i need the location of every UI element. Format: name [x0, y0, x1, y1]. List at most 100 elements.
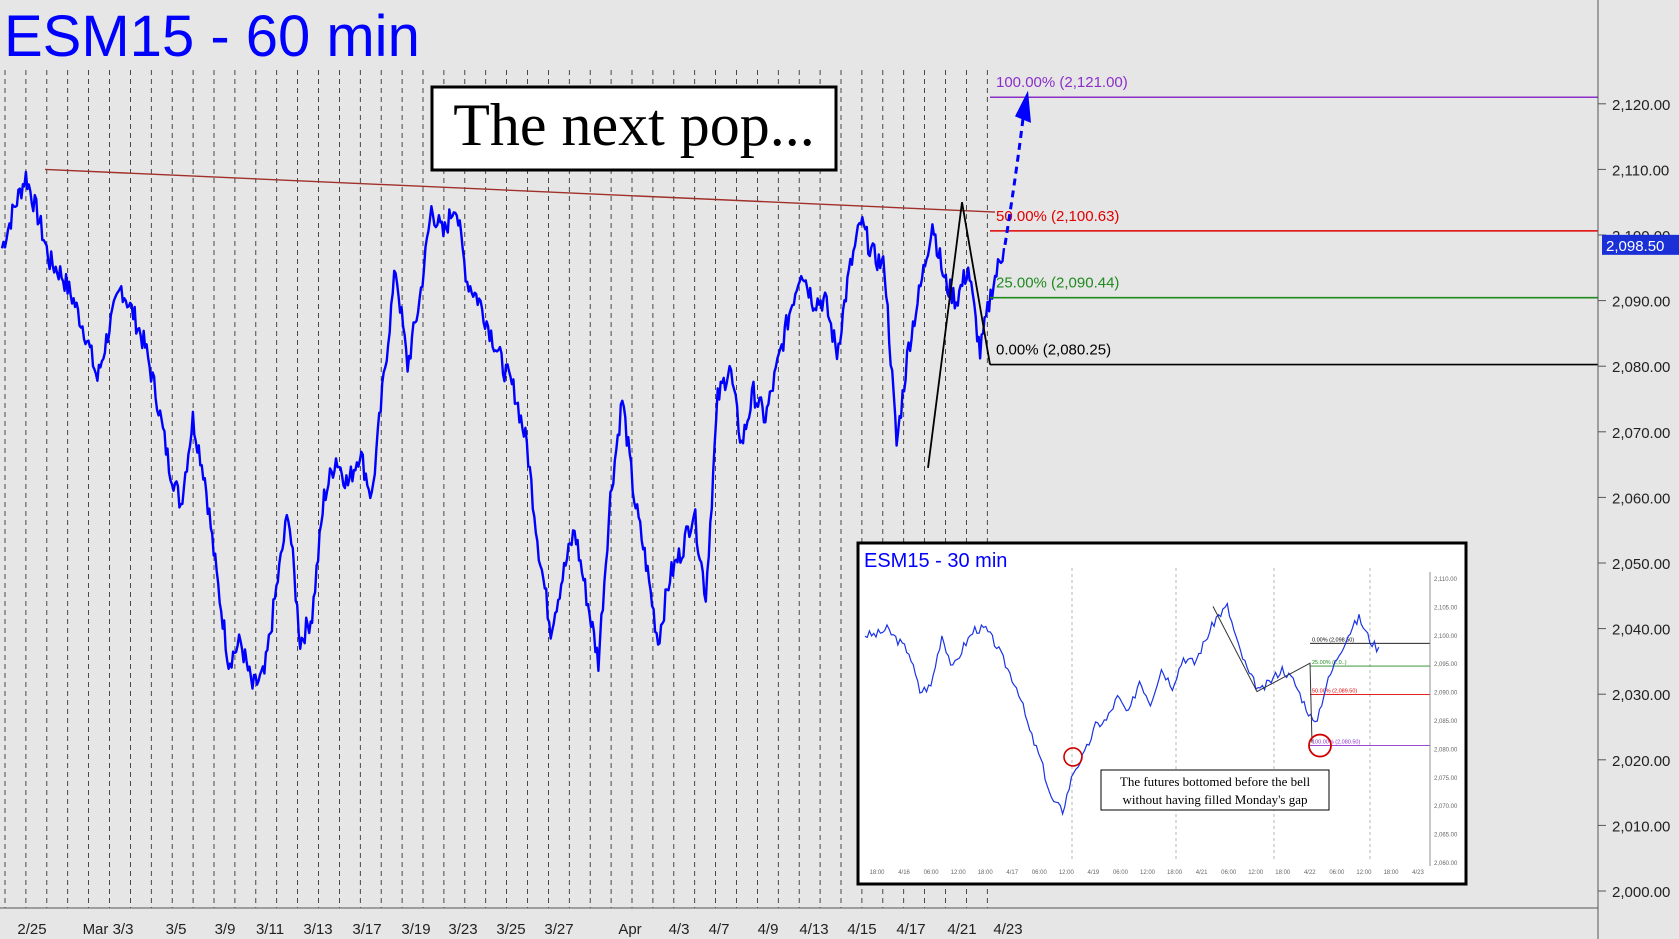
fib-level-label: 50.00% (2,100.63): [996, 208, 1119, 225]
fib-level-label: 100.00% (2,121.00): [996, 74, 1128, 91]
y-tick-label: 2,040.00: [1612, 622, 1670, 639]
inset-x-label: 18:00: [978, 870, 994, 876]
x-tick-label: 4/17: [896, 921, 925, 938]
inset-y-label: 2,100.00: [1434, 634, 1458, 640]
x-tick-label: 4/9: [758, 921, 779, 938]
price-series-line: [0, 170, 1006, 690]
inset-x-label: 4/17: [1006, 870, 1018, 876]
y-tick-label: 2,000.00: [1612, 884, 1670, 901]
inset-y-label: 2,075.00: [1434, 776, 1458, 782]
x-tick-label: Apr: [618, 921, 641, 938]
inset-x-label: 06:00: [924, 870, 940, 876]
inset-gap-circle: [1308, 733, 1332, 758]
x-tick-label: 3/13: [303, 921, 332, 938]
y-tick-label: 2,010.00: [1612, 818, 1670, 835]
x-tick-label: 3/5: [166, 921, 187, 938]
inset-y-label: 2,070.00: [1434, 804, 1458, 810]
x-tick-label: 3/23: [448, 921, 477, 938]
trendline-group: [44, 168, 996, 213]
inset-y-label: 2,095.00: [1434, 662, 1458, 668]
x-tick-label: 3/9: [215, 921, 236, 938]
x-tick-label: 4/13: [799, 921, 828, 938]
x-axis-group: 2/25 Mar 3/3 3/5 3/9 3/11 3/13 3/17 3/19 3/23 3/2…: [0, 907, 1598, 938]
y-tick-label: 2,120.00: [1612, 97, 1670, 114]
y-tick-label: 2,090.00: [1612, 294, 1670, 311]
inset-x-label: 12:00: [1356, 870, 1372, 876]
inset-series-group: [864, 601, 1380, 817]
inset-x-label: 06:00: [1032, 870, 1048, 876]
inset-y-label: 2,080.00: [1434, 747, 1458, 753]
inset-x-label: 12:00: [1248, 870, 1264, 876]
y-tick-label: 2,030.00: [1612, 687, 1670, 704]
inset-x-label: 06:00: [1329, 870, 1345, 876]
y-tick-label: 2,050.00: [1612, 556, 1670, 573]
inset-y-label: 2,060.00: [1434, 861, 1458, 867]
chart-title: ESM15 - 60 min: [4, 4, 420, 69]
inset-x-label: 12:00: [951, 870, 967, 876]
inset-price-line: [864, 601, 1380, 817]
x-tick-label: 4/21: [947, 921, 976, 938]
inset-x-label: 12:00: [1140, 870, 1156, 876]
x-tick-label: 3/17: [352, 921, 381, 938]
fib-levels-group: 100.00% (2,121.00) 50.00% (2,100.63) 25.00…: [990, 74, 1598, 366]
x-tick-label: 3/27: [544, 921, 573, 938]
inset-x-label: 06:00: [1221, 870, 1237, 876]
inset-annotation-line2: without having filled Monday's gap: [1122, 792, 1307, 807]
projection-arrow-line: [1003, 110, 1026, 246]
resistance-trendline: [44, 168, 996, 213]
last-price-tag: [1602, 234, 1679, 255]
inset-annotation-box: [1100, 769, 1330, 811]
inset-x-label: 18:00: [1383, 870, 1399, 876]
y-tick-label: 2,020.00: [1612, 753, 1670, 770]
inset-x-label: 18:00: [869, 870, 885, 876]
fib-level-label: 25.00% (2,090.44): [996, 275, 1119, 292]
y-axis-group: 2,000.00 2,010.00 2,020.00 2,030.00 2,040.00…: [1597, 0, 1679, 939]
x-tick-label: Mar 3/3: [83, 921, 134, 938]
annotation-text: The next pop...: [453, 92, 815, 158]
inset-fib-label: 25.00% (2,0..): [1312, 660, 1347, 666]
inset-x-label: 4/22: [1304, 870, 1316, 876]
abc-pattern-line: [927, 202, 991, 468]
inset-axes-group: 2,110.00 2,105.00 2,100.00 2,095.00 2,090.00…: [869, 572, 1458, 876]
last-price-label: 2,098.50: [1606, 238, 1664, 255]
inset-pattern-line: [1212, 606, 1313, 743]
inset-y-label: 2,110.00: [1434, 577, 1458, 583]
inset-chart: ESM15 - 30 min 0.00% (2,098.50) 25.00% (2…: [856, 541, 1468, 886]
inset-y-label: 2,090.00: [1434, 691, 1458, 697]
inset-x-label: 06:00: [1113, 870, 1129, 876]
price-series-group: [0, 170, 1006, 690]
x-tick-label: 4/7: [709, 921, 730, 938]
x-tick-label: 2/25: [17, 921, 46, 938]
x-tick-label: 3/25: [496, 921, 525, 938]
annotation-box: [430, 85, 838, 172]
inset-fib-label: 100.00% (2,080.50): [1312, 740, 1360, 746]
inset-y-label: 2,085.00: [1434, 719, 1458, 725]
inset-x-label: 18:00: [1167, 870, 1183, 876]
pattern-lines-group: [927, 90, 1031, 468]
inset-x-label: 4/21: [1196, 870, 1208, 876]
x-tick-label: 4/3: [669, 921, 690, 938]
x-tick-label: 4/15: [847, 921, 876, 938]
x-tick-label: 4/23: [993, 921, 1022, 938]
y-tick-label: 2,070.00: [1612, 425, 1670, 442]
inset-x-label: 4/23: [1412, 870, 1424, 876]
inset-frame: [856, 541, 1468, 886]
inset-grid: [1071, 568, 1371, 862]
inset-title: ESM15 - 30 min: [864, 550, 1007, 572]
y-tick-label: 2,110.00: [1612, 162, 1669, 179]
inset-y-label: 2,065.00: [1434, 833, 1458, 839]
fib-level-label: 0.00% (2,080.25): [996, 342, 1111, 359]
x-tick-label: 3/19: [401, 921, 430, 938]
inset-fib-label: 0.00% (2,098.50): [1312, 637, 1354, 643]
inset-y-label: 2,105.00: [1434, 605, 1458, 611]
y-tick-label: 2,060.00: [1612, 490, 1670, 507]
inset-fib-label: 50.00% (2,089.50): [1312, 688, 1357, 694]
inset-bottom-circle: [1063, 747, 1083, 767]
x-tick-label: 3/11: [256, 921, 284, 938]
inset-x-label: 4/16: [898, 870, 910, 876]
y-tick-label: 2,080.00: [1612, 359, 1670, 376]
projection-arrowhead: [1015, 90, 1031, 123]
inset-x-label: 12:00: [1059, 870, 1075, 876]
